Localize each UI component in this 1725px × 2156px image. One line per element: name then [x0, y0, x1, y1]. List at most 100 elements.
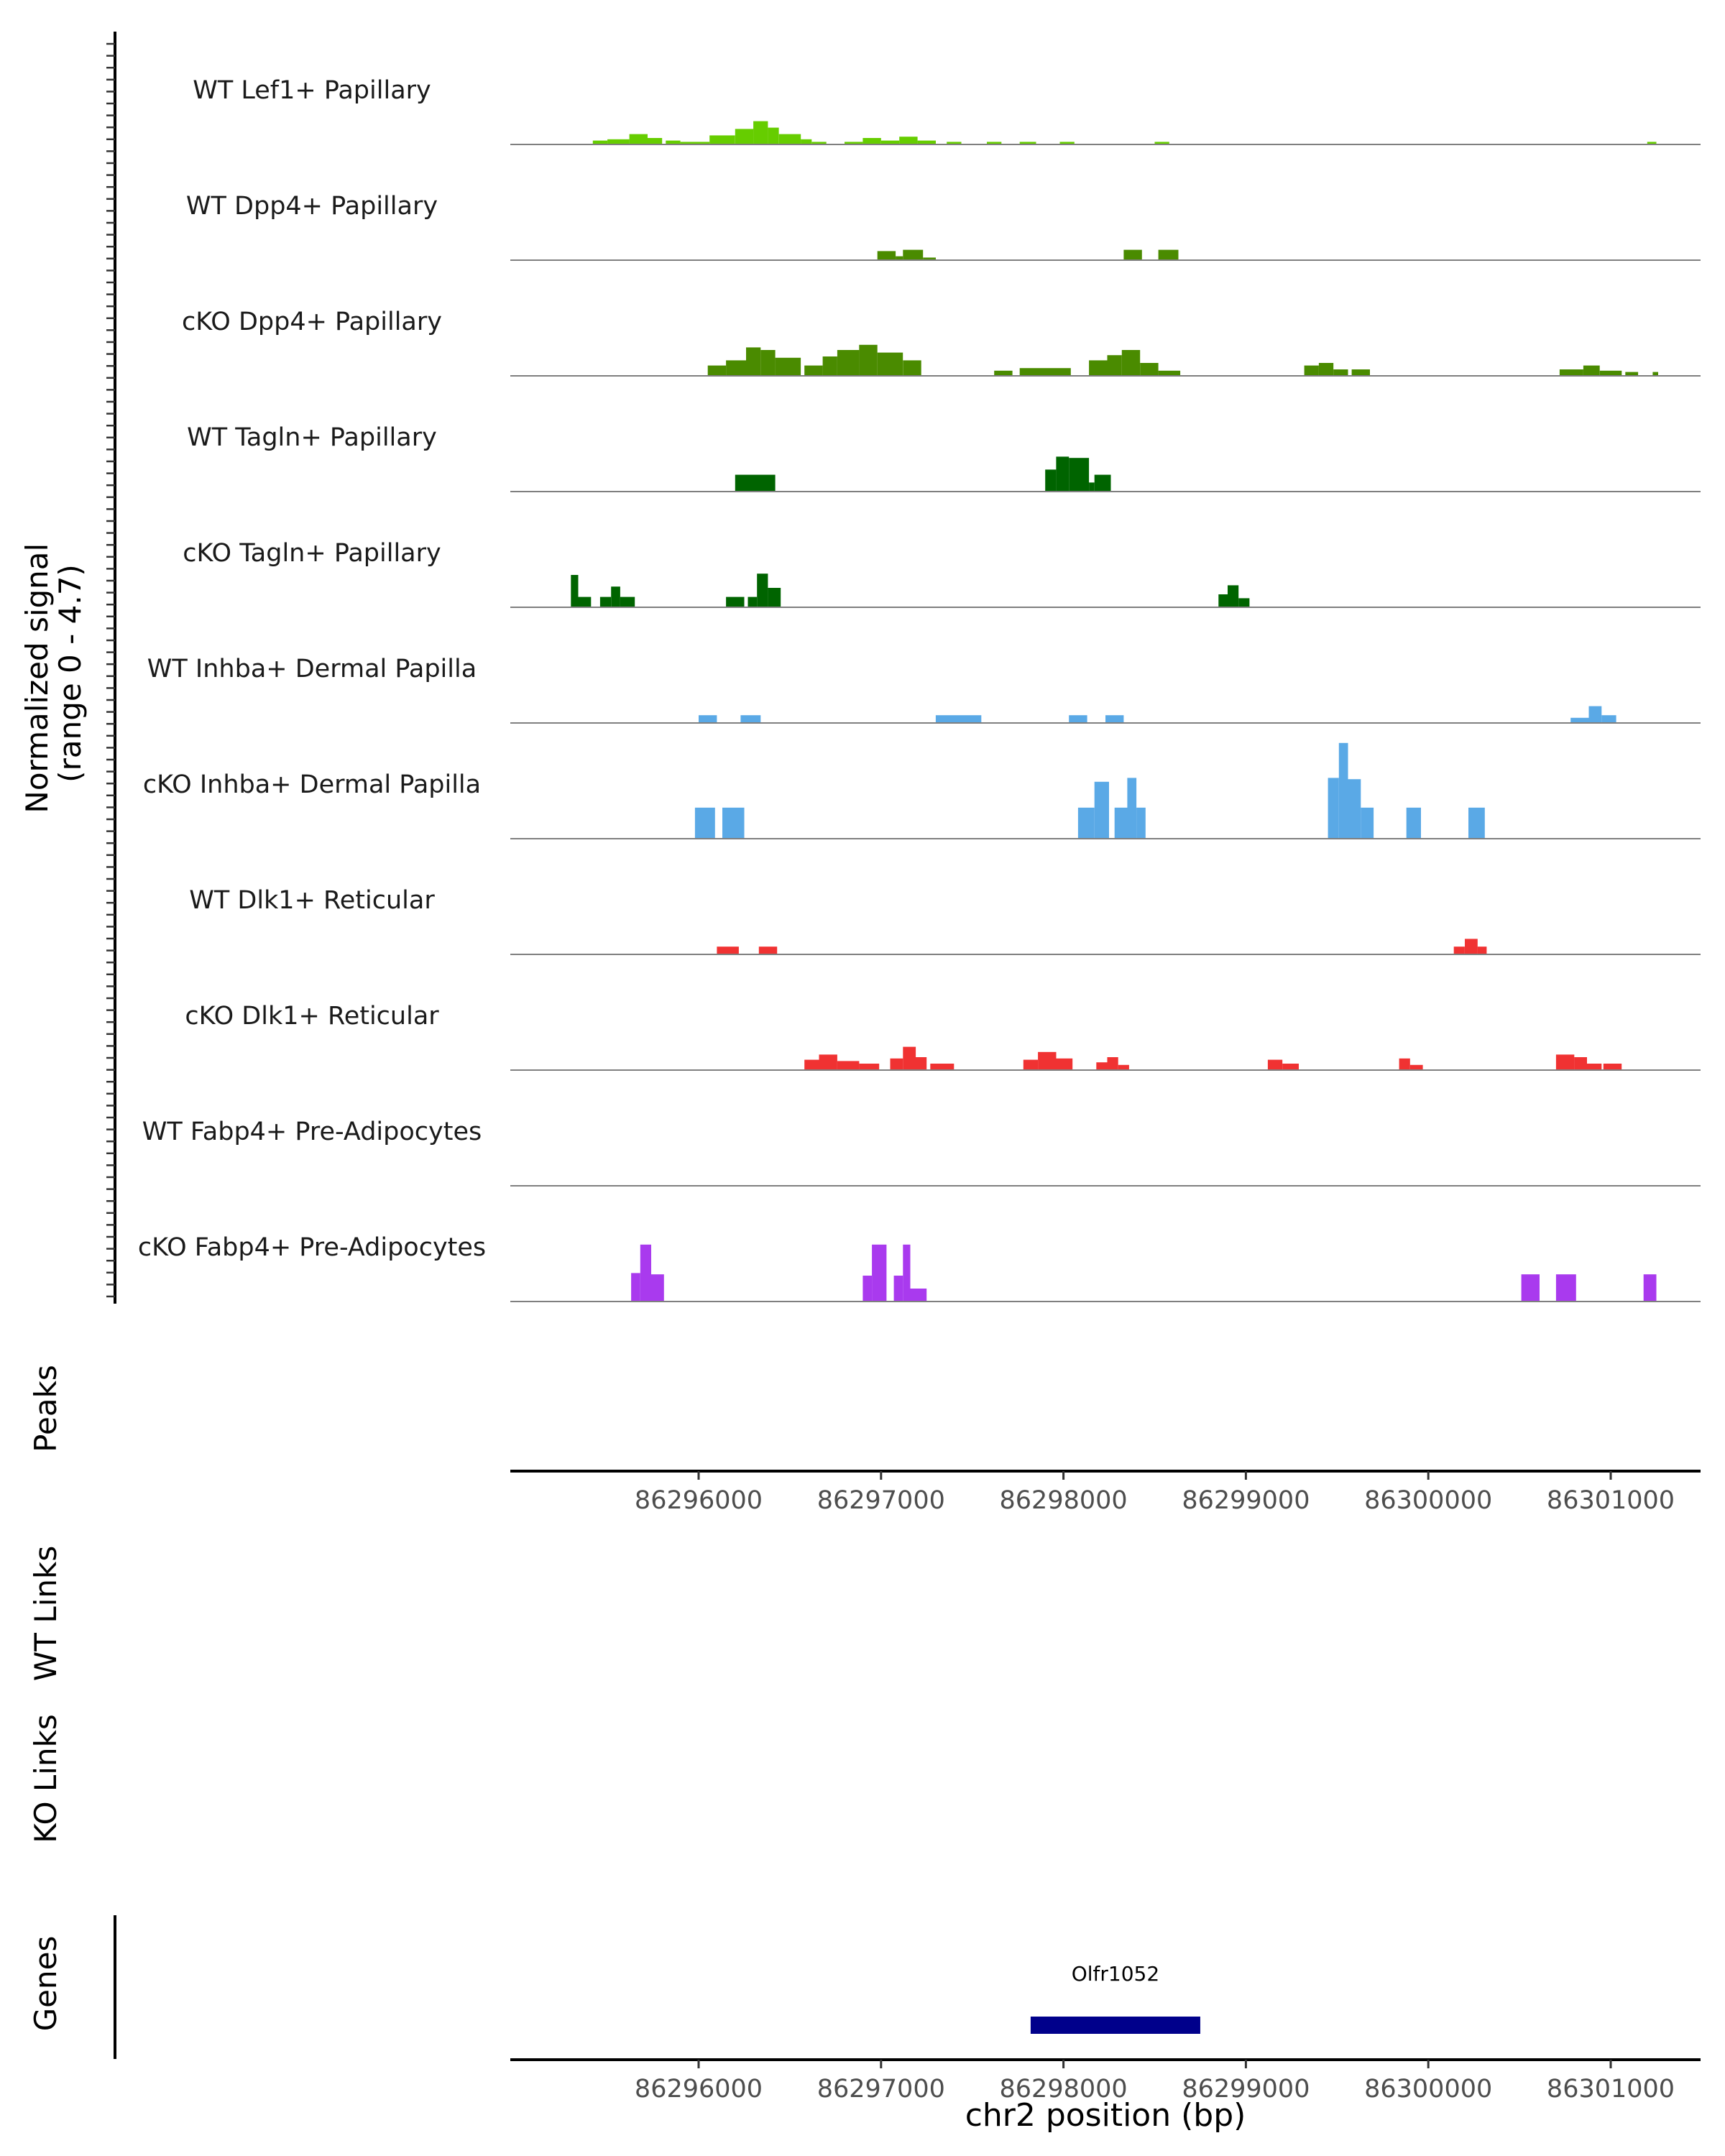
coverage-peak: [629, 134, 648, 144]
coverage-peak: [1267, 1059, 1283, 1070]
coverage-peak: [1218, 594, 1228, 607]
coverage-peak: [1601, 715, 1616, 723]
x-tick-label: 86296000: [635, 1486, 763, 1515]
coverage-peak: [1555, 1054, 1575, 1070]
genes-panel-label: Genes: [28, 1936, 63, 2032]
coverage-peak: [1136, 807, 1146, 839]
coverage-peak: [1069, 715, 1087, 723]
x-tick-label: 86298000: [1000, 2075, 1128, 2104]
coverage-peak: [1105, 715, 1124, 723]
wt-links-panel-label: WT Links: [28, 1546, 63, 1681]
coverage-peak: [903, 249, 924, 260]
coverage-peak: [1521, 1274, 1540, 1302]
coverage-peak: [837, 1061, 860, 1070]
x-tick-label: 86300000: [1364, 2075, 1492, 2104]
coverage-peak: [1647, 142, 1657, 144]
coverage-peak: [1453, 946, 1465, 954]
coverage-peak: [930, 1064, 954, 1070]
coverage-peak: [1121, 350, 1141, 376]
coverage-peak: [801, 139, 812, 144]
coverage-peak: [1094, 781, 1109, 839]
coverage-peak: [717, 946, 739, 954]
coverage-peak: [647, 138, 663, 144]
coverage-peak: [1019, 142, 1036, 144]
x-tick-label: 86301000: [1547, 1486, 1675, 1515]
coverage-peak: [1643, 1274, 1657, 1302]
track-5: WT Inhba+ Dermal Papilla: [147, 655, 1701, 724]
coverage-peak: [916, 1057, 927, 1070]
coverage-peak: [631, 1273, 640, 1302]
track-3: WT Tagln+ Papillary: [187, 423, 1701, 492]
coverage-peak: [935, 715, 982, 723]
coverage-peak: [837, 350, 860, 376]
coverage-peak: [994, 370, 1013, 376]
coverage-peak: [599, 596, 612, 607]
coverage-peak: [1056, 1058, 1073, 1070]
track-label: WT Dlk1+ Reticular: [189, 886, 435, 915]
coverage-peak: [1465, 939, 1478, 954]
gene-track: Olfr1052: [1030, 1962, 1200, 2034]
coverage-peak: [571, 575, 579, 607]
coverage-peak: [1114, 807, 1128, 839]
coverage-peak: [735, 129, 754, 144]
track-label: cKO Dlk1+ Reticular: [185, 1002, 439, 1031]
coverage-peak: [1154, 142, 1169, 144]
coverage-peak: [890, 1058, 903, 1070]
track-label: WT Dpp4+ Papillary: [186, 192, 438, 221]
coverage-peak: [1351, 369, 1370, 376]
coverage-peak: [1409, 1064, 1423, 1070]
signal-axis: [106, 32, 116, 1304]
coverage-peak: [1118, 1064, 1129, 1070]
coverage-peak: [819, 1054, 837, 1070]
track-1: WT Dpp4+ Papillary: [186, 192, 1701, 261]
coverage-peak: [1228, 585, 1239, 607]
coverage-peak: [872, 1244, 887, 1302]
coverage-peak: [1603, 1064, 1622, 1070]
ko-links-panel-label: KO Links: [28, 1714, 63, 1843]
coverage-peak: [775, 357, 801, 376]
track-label: cKO Dpp4+ Papillary: [182, 308, 442, 336]
track-label: cKO Inhba+ Dermal Papilla: [143, 770, 481, 799]
coverage-peak: [1123, 249, 1142, 260]
coverage-peak: [607, 139, 630, 144]
coverage-peak: [1625, 372, 1639, 376]
coverage-peak: [903, 360, 921, 376]
coverage-peak: [877, 352, 903, 376]
coverage-peak: [758, 946, 778, 954]
coverage-tracks: WT Lef1+ Papillary WT Dpp4+ Papillary cKO …: [138, 76, 1701, 1302]
coverage-peak: [811, 142, 827, 144]
coverage-peak: [1570, 717, 1589, 723]
coverage-peak: [822, 356, 837, 376]
coverage-peak: [1023, 1059, 1039, 1070]
coverage-peak: [740, 715, 761, 723]
peaks-panel-label: Peaks: [28, 1365, 63, 1452]
coverage-peak: [804, 365, 823, 376]
coverage-peak: [1652, 372, 1658, 376]
coverage-peak: [1089, 482, 1095, 492]
x-tick-label: 86297000: [817, 1486, 945, 1515]
track-7: WT Dlk1+ Reticular: [189, 886, 1701, 955]
coverage-peak: [735, 474, 776, 492]
coverage-peak: [1158, 249, 1179, 260]
coverage-peak: [862, 138, 881, 144]
coverage-peak: [1406, 807, 1421, 839]
coverage-peak: [1094, 474, 1111, 492]
x-tick-label: 86300000: [1364, 1486, 1492, 1515]
coverage-peak: [748, 596, 758, 607]
coverage-peak: [1328, 778, 1339, 839]
coverage-peak: [804, 1059, 819, 1070]
coverage-peak: [611, 586, 620, 607]
coverage-peak: [1077, 807, 1095, 839]
coverage-peak: [903, 1046, 916, 1070]
coverage-peak: [620, 596, 635, 607]
coverage-peak: [1238, 598, 1250, 607]
coverage-peak: [680, 142, 710, 144]
coverage-peak: [1107, 1057, 1118, 1070]
coverage-peak: [1140, 363, 1159, 376]
coverage-peak: [1599, 370, 1622, 376]
coverage-peak: [845, 142, 863, 144]
coverage-peak: [859, 344, 878, 376]
coverage-peak: [1477, 946, 1487, 954]
track-0: WT Lef1+ Papillary: [193, 76, 1701, 145]
coverage-peak: [1127, 778, 1137, 839]
